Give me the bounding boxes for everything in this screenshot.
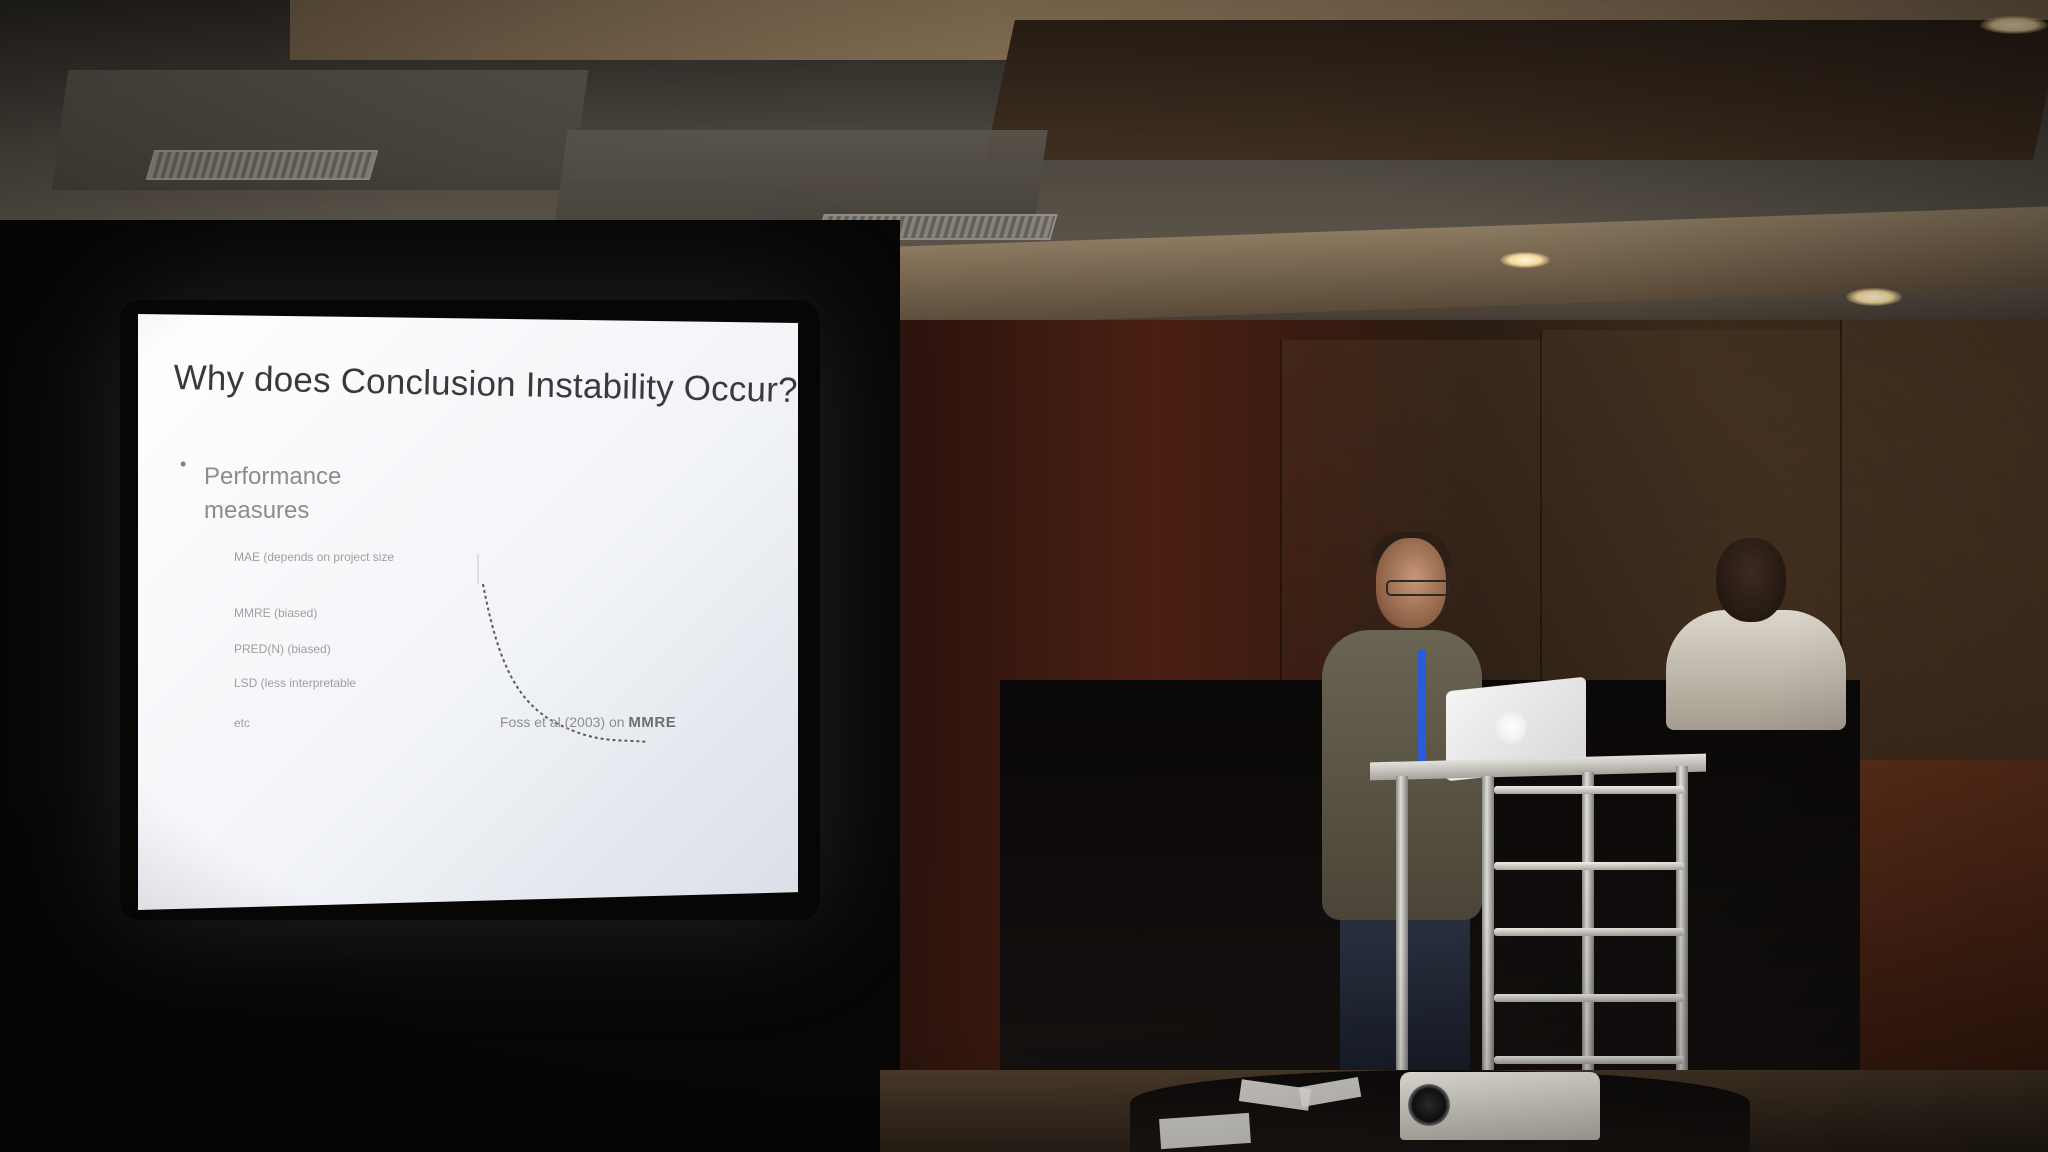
wall-lower (1850, 760, 2048, 1080)
projected-slide: Why does Conclusion Instability Occur? •… (138, 314, 798, 910)
wall-panel (1840, 320, 2048, 760)
slide-sub-item: PRED(N) (biased) (234, 642, 331, 656)
podium-rung (1494, 862, 1684, 870)
attendee-background (1666, 610, 1846, 730)
podium-rung (1494, 1056, 1684, 1064)
podium-leg (1396, 776, 1408, 1076)
bullet-dot-icon: • (180, 454, 187, 474)
apple-logo-icon (1496, 710, 1526, 744)
ceiling-vent (145, 150, 379, 180)
slide-sub-item: MMRE (biased) (234, 606, 318, 620)
slide-sub-item: MAE (depends on project size (234, 550, 395, 564)
slide-title: Why does Conclusion Instability Occur? (173, 358, 798, 411)
slide-decay-curve (477, 554, 649, 743)
slide-bullet: Performance measures (204, 463, 342, 524)
papers (1159, 1112, 1251, 1150)
ceiling-light (1500, 252, 1550, 268)
podium-leg (1676, 766, 1688, 1084)
lanyard (1418, 650, 1426, 770)
chart-caption: Foss et al (2003) on MMRE (500, 714, 676, 731)
projector-lens (1408, 1084, 1450, 1126)
ceiling-recess (985, 20, 2048, 160)
glasses (1386, 580, 1450, 596)
chart-caption-prefix: Foss et al (2003) on (500, 714, 625, 730)
ceiling-light (1980, 16, 2048, 34)
podium-rung (1494, 928, 1684, 936)
podium-leg (1582, 772, 1594, 1072)
attendee-head (1716, 538, 1786, 622)
chart-caption-emph: MMRE (628, 714, 677, 731)
ceiling-light (1846, 288, 1902, 306)
podium-leg (1482, 776, 1494, 1082)
podium-rung (1494, 994, 1684, 1002)
slide-sub-item: LSD (less interpretable (234, 676, 357, 690)
podium-rung (1494, 786, 1684, 794)
slide-sub-item: etc (234, 716, 251, 730)
